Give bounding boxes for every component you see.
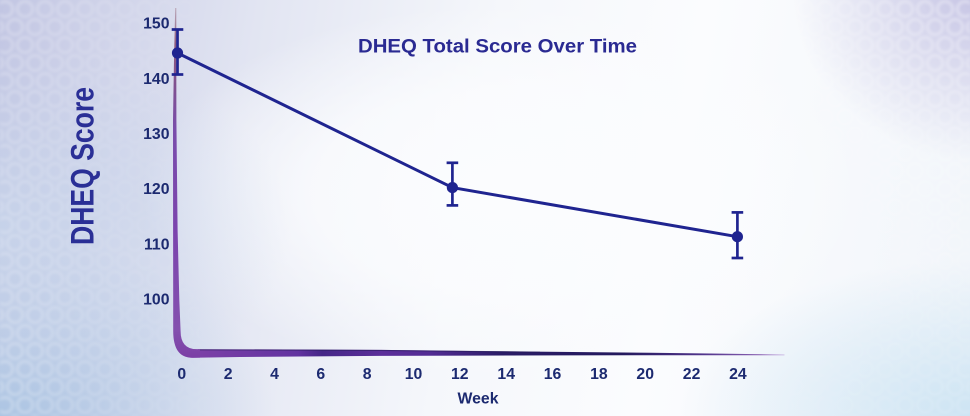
svg-text:6: 6: [316, 366, 325, 383]
svg-text:140: 140: [143, 71, 170, 88]
svg-text:DHEQ Total Score Over Time: DHEQ Total Score Over Time: [358, 36, 637, 58]
svg-text:14: 14: [497, 366, 515, 383]
svg-text:16: 16: [544, 366, 562, 383]
svg-text:Week: Week: [458, 391, 499, 408]
svg-text:0: 0: [177, 366, 186, 383]
svg-text:2: 2: [224, 366, 233, 383]
svg-text:120: 120: [143, 181, 170, 198]
svg-text:DHEQ Score: DHEQ Score: [65, 87, 101, 245]
svg-text:10: 10: [405, 366, 423, 383]
svg-text:110: 110: [144, 236, 170, 253]
svg-text:100: 100: [143, 291, 170, 308]
svg-text:20: 20: [636, 366, 654, 383]
svg-text:150: 150: [143, 16, 170, 33]
svg-text:12: 12: [451, 366, 469, 383]
svg-text:24: 24: [729, 366, 747, 383]
svg-text:8: 8: [363, 366, 372, 383]
svg-text:130: 130: [143, 126, 170, 143]
svg-text:22: 22: [683, 366, 701, 383]
svg-text:18: 18: [590, 366, 608, 383]
svg-text:4: 4: [270, 366, 279, 383]
